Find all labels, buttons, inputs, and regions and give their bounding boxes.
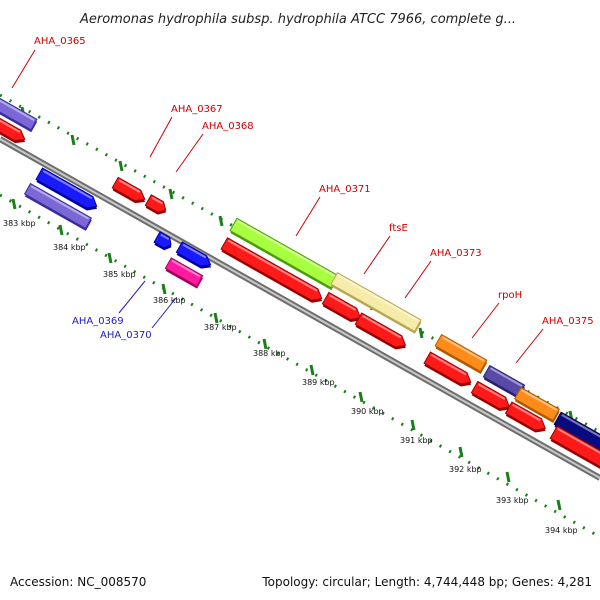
- gene-label[interactable]: AHA_0369: [72, 316, 124, 327]
- gene-leader-line: [471, 302, 500, 339]
- outer-major-tick: [168, 188, 174, 200]
- inner-major-tick: [309, 364, 315, 376]
- gene-arrow[interactable]: [144, 194, 170, 218]
- backbone: [0, 136, 600, 481]
- gene-leader-line: [404, 260, 432, 299]
- scale-label: 392 kbp: [449, 465, 482, 474]
- scale-label: 389 kbp: [302, 378, 335, 387]
- gene-leader-line: [295, 196, 321, 237]
- inner-major-tick: [11, 198, 17, 210]
- gene-label[interactable]: AHA_0375: [542, 316, 594, 327]
- gene-arrow[interactable]: [470, 380, 514, 414]
- scale-label: 390 kbp: [351, 407, 384, 416]
- scale-label: 391 kbp: [400, 436, 433, 445]
- scale-labels: 383 kbp 384 kbp 385 kbp 386 kbp 387 kbp 388 k…: [3, 219, 578, 535]
- gene-leader-line: [515, 328, 544, 364]
- gene-arrow[interactable]: [423, 351, 475, 390]
- gene-label[interactable]: ftsE: [389, 223, 408, 234]
- inner-major-tick: [58, 224, 64, 236]
- gene-arrow[interactable]: [0, 91, 38, 133]
- scale-label: 386 kbp: [153, 296, 186, 305]
- scale-label: 384 kbp: [53, 243, 86, 252]
- gene-labels: AHA_0365 AHA_0367 AHA_0368 AHA_0371 ftsE AHA_…: [11, 36, 594, 364]
- gene-leader-line: [149, 116, 173, 158]
- gene-arrow[interactable]: [330, 272, 422, 334]
- outer-major-tick: [418, 327, 424, 339]
- gene-arrow[interactable]: [321, 291, 365, 325]
- outer-major-tick: [70, 134, 76, 146]
- topology-text: Topology: circular; Length: 4,744,448 bp…: [261, 575, 592, 589]
- gene-label[interactable]: AHA_0365: [34, 36, 86, 47]
- gene-arrow[interactable]: [553, 411, 600, 455]
- gene-arrow[interactable]: [354, 312, 410, 353]
- gene-arrow[interactable]: [23, 182, 93, 231]
- gene-leader-line: [118, 280, 146, 314]
- gene-arrow[interactable]: [175, 241, 215, 273]
- inner-major-tick: [213, 312, 219, 324]
- scale-label: 385 kbp: [103, 270, 136, 279]
- outer-major-tick: [218, 215, 224, 227]
- gene-label[interactable]: AHA_0371: [319, 184, 371, 195]
- gene-label[interactable]: AHA_0368: [202, 121, 254, 132]
- gene-arrow[interactable]: [0, 116, 29, 147]
- inner-major-tick: [107, 252, 113, 264]
- gene-leader-line: [363, 235, 391, 275]
- gene-arrow[interactable]: [35, 167, 101, 214]
- gene-label[interactable]: rpoH: [498, 290, 522, 301]
- gene-label[interactable]: AHA_0370: [100, 330, 152, 341]
- gene-arrow[interactable]: [220, 237, 326, 307]
- accession-text: Accession: NC_008570: [10, 575, 146, 589]
- gene-arrow[interactable]: [513, 386, 561, 423]
- inner-major-tick: [358, 391, 364, 403]
- scale-label: 388 kbp: [253, 349, 286, 358]
- outer-major-tick: [118, 160, 124, 172]
- gene-features: [0, 91, 600, 473]
- gene-arrow[interactable]: [153, 231, 175, 253]
- gene-label[interactable]: AHA_0367: [171, 104, 223, 115]
- map-title: Aeromonas hydrophila subsp. hydrophila A…: [79, 12, 516, 27]
- inner-tick-track: [0, 193, 600, 539]
- gene-arrow[interactable]: [164, 257, 204, 289]
- gene-arrow[interactable]: [504, 401, 550, 436]
- gene-arrow[interactable]: [434, 333, 488, 374]
- inner-major-tick: [458, 446, 464, 458]
- inner-major-ticks: [11, 198, 562, 511]
- scale-label: 393 kbp: [496, 496, 529, 505]
- gene-label[interactable]: AHA_0373: [430, 248, 482, 259]
- gene-arrow[interactable]: [229, 217, 339, 291]
- gene-leader-line: [175, 133, 204, 173]
- scale-label: 383 kbp: [3, 219, 36, 228]
- inner-major-tick: [262, 338, 268, 350]
- gene-leader-line: [151, 297, 177, 329]
- gene-leader-line: [11, 49, 36, 89]
- inner-major-tick: [556, 499, 562, 511]
- inner-major-tick: [410, 419, 416, 431]
- inner-major-tick: [161, 283, 167, 295]
- inner-major-tick: [505, 471, 511, 483]
- scale-label: 387 kbp: [204, 323, 237, 332]
- gene-arrow[interactable]: [482, 364, 526, 399]
- scale-label: 394 kbp: [545, 526, 578, 535]
- gene-arrow[interactable]: [111, 176, 149, 207]
